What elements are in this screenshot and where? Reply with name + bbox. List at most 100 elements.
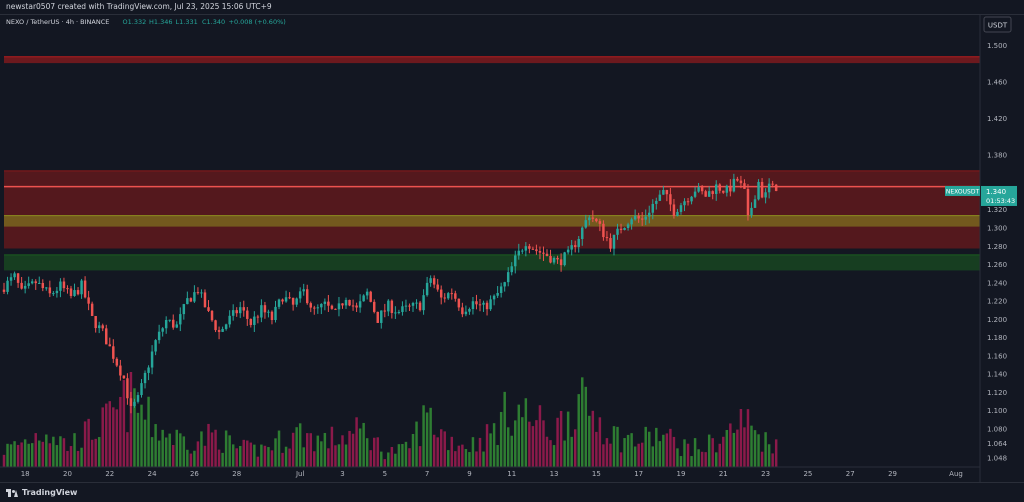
volume-bar-75 — [267, 447, 270, 467]
volume-bar-18 — [66, 450, 69, 467]
candle-body-88 — [313, 307, 316, 309]
candle-body-56 — [200, 292, 203, 294]
last-price-box — [981, 185, 1017, 206]
candle-body-147 — [521, 250, 524, 252]
candle-body-45 — [161, 328, 164, 332]
candle-body-119 — [422, 295, 425, 311]
candle-body-174 — [616, 228, 619, 235]
candle-body-41 — [147, 367, 150, 373]
candle-body-61 — [217, 330, 221, 332]
volume-bar-81 — [288, 448, 291, 467]
volume-bar-5 — [20, 442, 23, 467]
volume-bar-151 — [535, 420, 538, 467]
volume-bar-173 — [612, 426, 616, 467]
currency-badge[interactable]: USDT — [983, 16, 1012, 33]
candle-body-10 — [38, 283, 41, 285]
volume-bar-17 — [62, 438, 66, 467]
candle-body-124 — [439, 289, 443, 298]
volume-bar-180 — [637, 443, 640, 467]
candle-body-127 — [450, 293, 454, 295]
price-scale[interactable]: 1.500 1.460 1.420 1.380 1.320 1.300 1.280 1.260… — [987, 42, 1008, 463]
volume-bar-76 — [270, 450, 274, 467]
candle-body-134 — [475, 301, 478, 305]
candle-body-132 — [468, 308, 471, 312]
candle-body-130 — [461, 307, 464, 315]
candle-body-148 — [524, 246, 528, 251]
candle-body-7 — [27, 283, 30, 286]
volume-bar-6 — [23, 439, 27, 467]
volume-bar-121 — [429, 407, 432, 467]
y-tick-19: 1.048 — [987, 455, 1007, 463]
volume-bar-95 — [337, 444, 341, 467]
volume-bar-59 — [210, 432, 214, 467]
legend-high: H1.346 — [149, 18, 173, 26]
y-tick-8: 1.260 — [987, 261, 1007, 269]
candle-body-81 — [288, 297, 291, 299]
x-tick-7: 3 — [340, 470, 344, 478]
y-tick-2: 1.420 — [987, 115, 1007, 123]
candle-body-26 — [94, 315, 97, 329]
candle-body-59 — [210, 310, 214, 321]
volume-bar-187 — [662, 434, 665, 467]
x-tick-9: 7 — [425, 470, 429, 478]
volume-bar-61 — [217, 449, 221, 467]
candle-body-205 — [725, 185, 729, 193]
candle-body-96 — [341, 303, 344, 306]
candle-body-51 — [182, 304, 186, 315]
candle-body-125 — [443, 297, 446, 299]
tradingview-logo[interactable]: TradingView — [6, 487, 77, 497]
volume-bar-185 — [655, 427, 658, 467]
volume-bar-192 — [679, 456, 683, 467]
candle-body-152 — [538, 251, 542, 253]
volume-bar-129 — [457, 445, 461, 467]
volume-bar-100 — [355, 417, 358, 467]
volume-bar-58 — [207, 423, 210, 467]
candle-body-193 — [683, 201, 686, 206]
volume-bar-216 — [764, 432, 767, 467]
tradingview-logo-icon — [6, 487, 18, 497]
volume-bar-93 — [330, 426, 334, 467]
volume-bar-3 — [13, 441, 16, 467]
candle-body-9 — [34, 281, 37, 284]
volume-bar-22 — [80, 447, 83, 467]
legend-close: C1.340 — [202, 18, 225, 26]
candle-body-136 — [482, 302, 485, 305]
candle-body-191 — [676, 211, 679, 216]
candle-body-178 — [630, 219, 633, 225]
volume-bar-56 — [200, 431, 203, 467]
candle-body-209 — [739, 180, 743, 184]
volume-bar-209 — [739, 408, 743, 467]
candle-body-170 — [602, 223, 605, 238]
candle-body-32 — [115, 358, 119, 366]
candle-body-0 — [2, 289, 6, 292]
price-chart[interactable]: 1.500 1.460 1.420 1.380 1.320 1.300 1.280 1.260… — [0, 15, 1024, 482]
x-tick-16: 21 — [719, 470, 728, 478]
volume-bar-195 — [690, 456, 693, 467]
candle-body-117 — [415, 302, 418, 304]
candle-body-169 — [598, 221, 602, 224]
candle-body-58 — [207, 307, 210, 311]
candle-body-42 — [150, 351, 154, 368]
candle-body-202 — [715, 184, 718, 194]
volume-bar-142 — [503, 391, 506, 467]
candle-body-94 — [334, 308, 337, 310]
volume-bar-94 — [334, 445, 337, 467]
volume-bar-111 — [394, 453, 397, 467]
candle-body-79 — [281, 299, 284, 302]
candle-body-77 — [274, 306, 277, 321]
candle-body-85 — [302, 289, 305, 292]
candle-body-50 — [179, 314, 182, 325]
x-tick-21: Aug — [949, 470, 963, 478]
y-tick-14: 1.140 — [987, 371, 1007, 379]
candle-body-188 — [665, 189, 669, 195]
volume-bar-146 — [517, 404, 521, 467]
bar-countdown: 01:53:43 — [986, 197, 1015, 205]
zone-3 — [4, 215, 980, 227]
volume-bar-137 — [485, 424, 489, 467]
last-price-symbol: NEXOUSDT — [946, 188, 980, 195]
volume-bar-155 — [549, 440, 552, 467]
time-scale[interactable]: 18 20 22 24 26 28 Jul 3 5 7 9 11 13 15 17 19 21 23 25 27 29 A… — [21, 470, 963, 478]
volume-bar-37 — [133, 388, 136, 467]
volume-bar-124 — [439, 429, 443, 467]
volume-bar-152 — [538, 405, 542, 467]
